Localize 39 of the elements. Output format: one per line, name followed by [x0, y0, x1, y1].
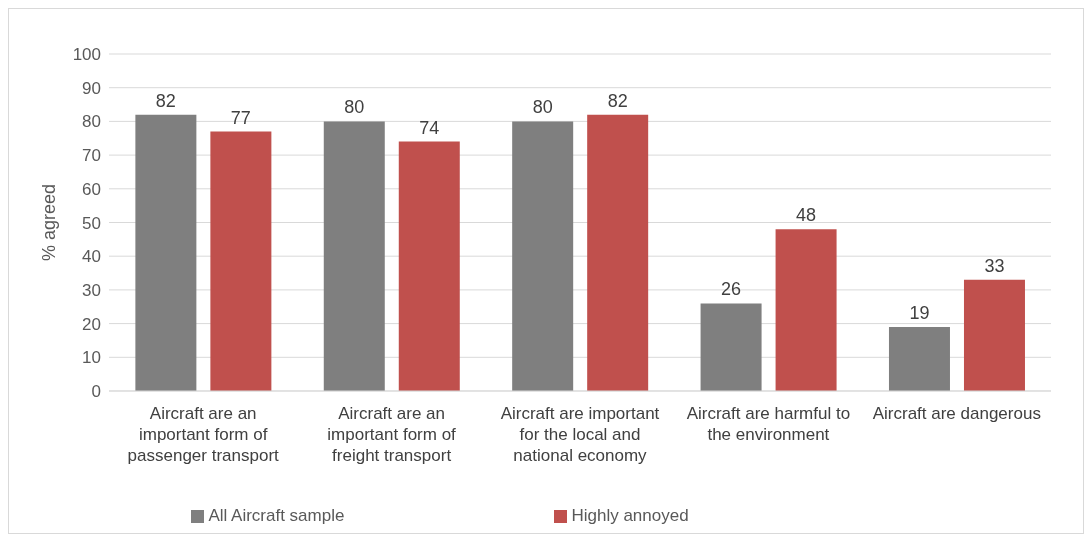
y-tick-label: 90	[82, 78, 101, 98]
x-tick-label: Aircraft are harmful to the environment	[686, 404, 851, 444]
legend-label: All Aircraft sample	[208, 506, 345, 525]
y-tick-label: 10	[82, 348, 101, 368]
bar	[775, 229, 837, 391]
x-tick-label: Aircraft are an important form of freight transport	[327, 404, 457, 465]
y-tick-label: 40	[82, 247, 101, 267]
y-tick-label: 20	[82, 314, 101, 334]
y-tick-label: 0	[91, 382, 101, 402]
bar	[587, 114, 649, 391]
x-tick-label: Aircraft are an important form of passenger transport	[127, 404, 280, 465]
bar	[963, 279, 1025, 391]
bar	[398, 141, 460, 391]
bar	[135, 114, 197, 391]
y-axis-title: % agreed	[39, 183, 60, 262]
y-tick-label: 80	[82, 112, 101, 132]
bar	[512, 121, 574, 391]
bar	[323, 121, 385, 391]
x-tick-label: Aircraft are important for the local and national economy	[500, 404, 660, 465]
data-label: 19	[909, 302, 930, 323]
data-label: 26	[721, 279, 742, 300]
y-tick-label: 50	[82, 213, 101, 233]
y-tick-label: 100	[72, 45, 101, 65]
bar	[700, 303, 762, 391]
data-label: 80	[532, 97, 553, 118]
data-label: 48	[796, 205, 817, 226]
x-tick-label: Aircraft are dangerous	[872, 404, 1041, 423]
data-label: 74	[419, 117, 440, 138]
y-tick-label: 30	[82, 280, 101, 300]
data-label: 77	[230, 107, 251, 128]
data-label: 33	[984, 255, 1005, 276]
y-tick-label: 70	[82, 146, 101, 166]
data-label: 82	[607, 90, 628, 111]
y-tick-label: 60	[82, 179, 101, 199]
legend-label: Highly annoyed	[571, 506, 689, 525]
bar	[888, 326, 950, 391]
data-label: 80	[344, 97, 365, 118]
data-label: 82	[155, 90, 176, 111]
bar	[210, 131, 272, 391]
